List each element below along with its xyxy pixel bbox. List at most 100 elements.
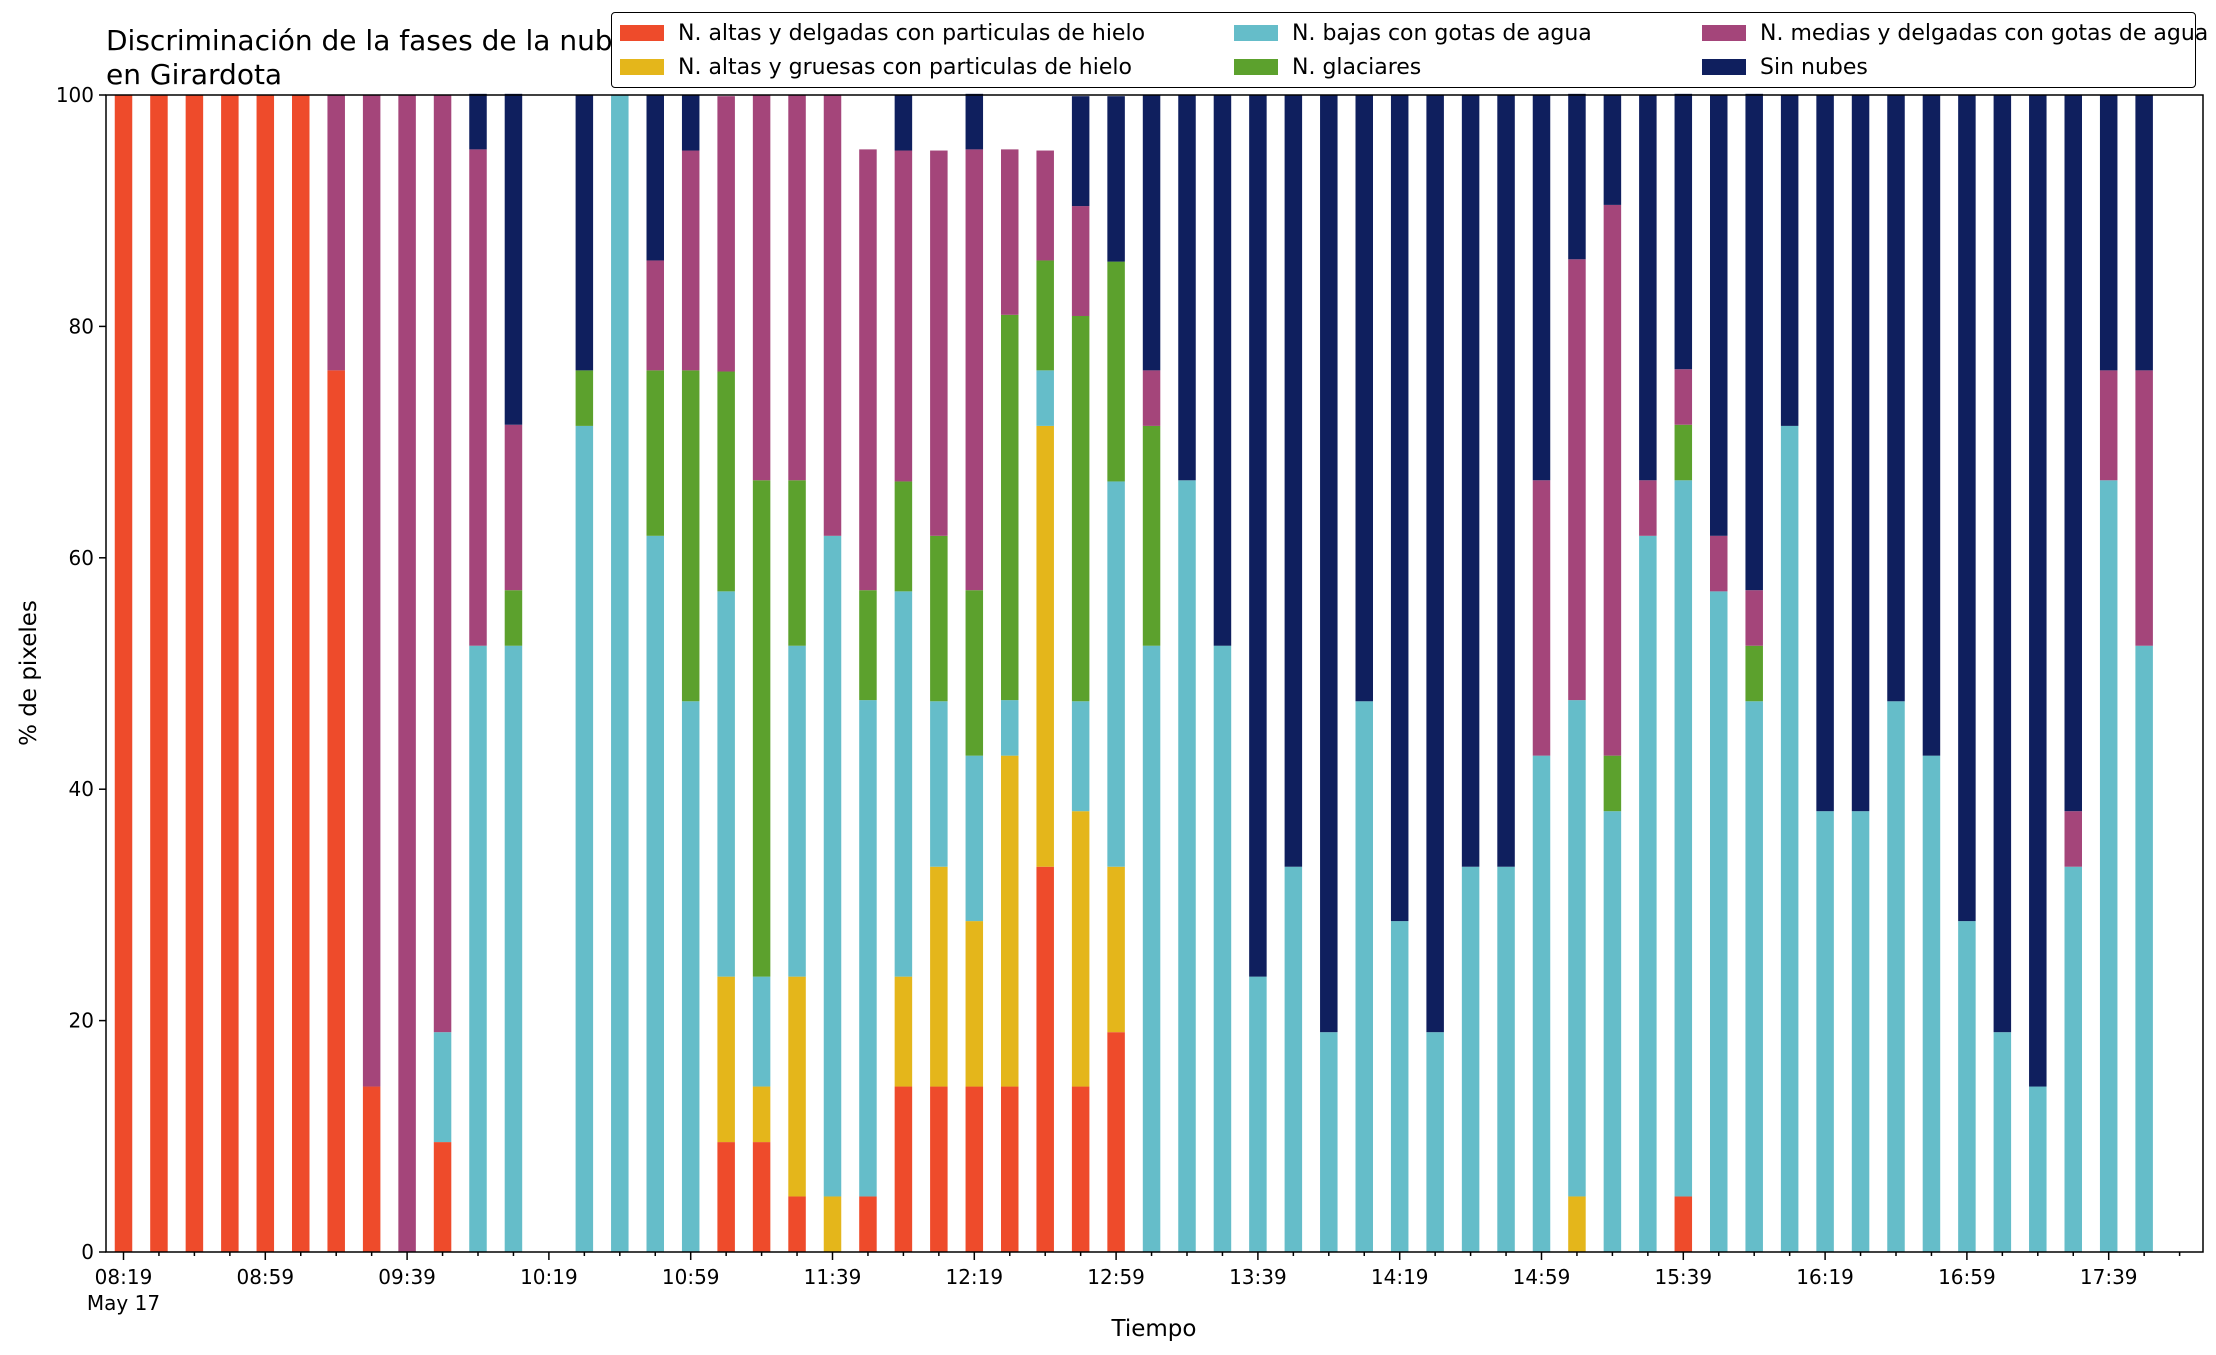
legend-swatch: [1702, 25, 1746, 41]
legend-item-sin-nubes: Sin nubes: [1702, 52, 1868, 82]
bar-segment: [1603, 95, 1622, 205]
legend-swatch: [1702, 59, 1746, 75]
bar-segment: [2064, 811, 2082, 867]
bar-segment: [646, 260, 664, 371]
bar-segment: [788, 480, 806, 646]
bar-segment: [1532, 480, 1551, 756]
bar-segment: [327, 95, 345, 371]
bar-segment: [788, 976, 806, 1197]
x-tick-label: 16:59: [1938, 1265, 1996, 1289]
x-axis: 08:19 08:59 09:39 10:19 10:59 11:39 12:19 12:59…: [87, 1252, 2181, 1315]
bar-segment: [1426, 95, 1444, 1033]
bar-segment: [717, 976, 735, 1143]
bar-segment: [362, 95, 381, 1087]
legend-label: N. altas y delgadas con particulas de hi…: [678, 20, 1146, 46]
bar-segment: [1993, 95, 2012, 1033]
bar-segment: [859, 149, 877, 591]
bar-segment: [930, 866, 948, 1087]
bar-segment: [1710, 95, 1728, 536]
bar-segment: [1142, 370, 1161, 426]
bar-segment: [894, 150, 913, 482]
bar-segment: [2099, 95, 2118, 371]
bar-segment: [1816, 811, 1834, 1252]
bar-segment: [859, 700, 877, 1197]
bar-segment: [717, 371, 735, 592]
bar-segment: [1036, 866, 1054, 1252]
bar-segment: [859, 1196, 877, 1252]
bar-segment: [646, 370, 664, 536]
bar-segment: [1674, 480, 1693, 1197]
bar-segment: [752, 1086, 771, 1143]
bar-segment: [894, 1086, 913, 1252]
bar-segment: [1036, 150, 1054, 261]
bar-segment: [1001, 1086, 1019, 1252]
bar-segment: [1497, 866, 1515, 1252]
bars-layer: [114, 93, 2153, 1252]
bar-segment: [965, 921, 984, 1087]
bar-segment: [1603, 204, 1622, 756]
bar-segment: [1639, 95, 1657, 481]
bar-segment: [1532, 95, 1551, 481]
bar-segment: [823, 535, 842, 1197]
legend-swatch: [620, 59, 664, 75]
bar-segment: [2029, 1086, 2047, 1252]
bar-segment: [930, 701, 948, 867]
bar-segment: [1532, 755, 1551, 1252]
bar-segment: [1142, 95, 1161, 371]
bar-segment: [1497, 95, 1515, 867]
legend-label: Sin nubes: [1760, 54, 1868, 80]
bar-segment: [1213, 95, 1232, 646]
bar-segment: [717, 591, 735, 977]
x-tick-label: 12:59: [1087, 1265, 1145, 1289]
bar-segment: [575, 425, 594, 1252]
bar-segment: [2135, 95, 2153, 371]
bar-segment: [575, 370, 594, 426]
bar-segment: [611, 95, 629, 1252]
bar-segment: [2135, 370, 2153, 646]
bar-segment: [1922, 755, 1941, 1252]
bar-segment: [1568, 1196, 1586, 1252]
bar-segment: [1461, 866, 1480, 1252]
bar-segment: [1816, 95, 1834, 812]
bar-segment: [185, 95, 204, 1252]
bar-segment: [1249, 976, 1267, 1252]
bar-segment: [1284, 95, 1303, 867]
bar-segment: [1568, 93, 1586, 260]
legend-item-bajas: N. bajas con gotas de agua: [1234, 18, 1592, 48]
legend-label: N. glaciares: [1292, 54, 1422, 80]
bar-segment: [150, 95, 168, 1252]
bar-segment: [1355, 701, 1373, 1252]
x-axis-label: Tiempo: [1111, 1316, 1197, 1342]
bar-segment: [1071, 315, 1090, 702]
x-tick-label: 09:39: [378, 1265, 436, 1289]
bar-segment: [1107, 96, 1125, 262]
bar-segment: [965, 590, 984, 756]
bar-segment: [1178, 95, 1196, 481]
bar-segment: [1036, 370, 1054, 426]
bar-segment: [469, 149, 487, 646]
bar-segment: [681, 150, 700, 371]
x-tick-label: 12:19: [945, 1265, 1003, 1289]
legend-label: N. medias y delgadas con gotas de agua: [1760, 20, 2209, 46]
bar-segment: [681, 95, 700, 151]
y-axis: 0 20 40 60 80 100: [56, 83, 106, 1264]
bar-segment: [1887, 701, 1905, 1252]
bar-segment: [1674, 424, 1693, 481]
x-tick-label: 15:39: [1654, 1265, 1712, 1289]
bar-segment: [433, 1142, 452, 1252]
bar-segment: [646, 535, 664, 1252]
bar-segment: [469, 645, 487, 1252]
x-tick-label: 16:19: [1796, 1265, 1854, 1289]
bar-segment: [504, 93, 523, 425]
legend-item-altas-gruesas: N. altas y gruesas con particulas de hie…: [620, 52, 1132, 82]
bar-segment: [221, 95, 239, 1252]
bar-segment: [1993, 1032, 2012, 1252]
legend-label: N. altas y gruesas con particulas de hie…: [678, 54, 1132, 80]
bar-segment: [681, 701, 700, 1252]
bar-segment: [1071, 701, 1090, 812]
bar-segment: [646, 95, 664, 261]
bar-segment: [1887, 95, 1905, 702]
bar-segment: [2064, 866, 2082, 1252]
bar-segment: [1710, 535, 1728, 592]
bar-segment: [433, 1032, 452, 1143]
